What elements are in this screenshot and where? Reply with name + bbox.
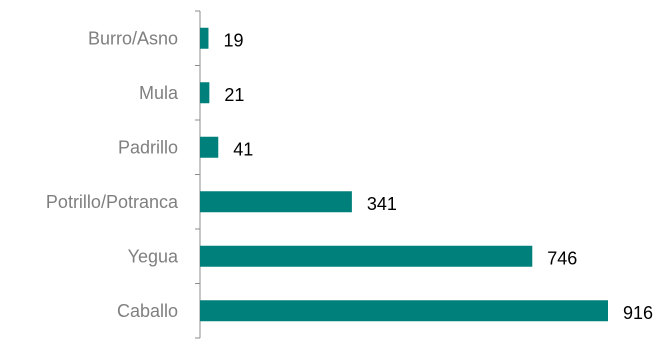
data-label: 21 <box>224 85 244 105</box>
category-label: Potrillo/Potranca <box>46 192 179 212</box>
bars-group <box>200 27 608 322</box>
bar-mula <box>200 82 210 104</box>
category-label: Burro/Asno <box>88 28 178 48</box>
category-label: Yegua <box>128 246 179 266</box>
data-label: 916 <box>623 303 653 323</box>
category-axis <box>195 10 201 339</box>
bar-padrillo <box>200 136 219 158</box>
data-label: 19 <box>223 30 243 50</box>
bar-burro-asno <box>200 27 209 49</box>
bar-potrillo-potranca <box>200 191 352 213</box>
category-label: Caballo <box>117 301 178 321</box>
category-label: Mula <box>139 83 179 103</box>
category-labels: Burro/Asno Mula Padrillo Potrillo/Potranca Y… <box>46 28 179 321</box>
data-label: 341 <box>367 194 397 214</box>
data-label: 746 <box>547 248 577 268</box>
bar-caballo <box>200 300 608 322</box>
value-labels: 19 21 41 341 746 916 <box>223 30 653 323</box>
category-label: Padrillo <box>118 137 178 157</box>
bar-yegua <box>200 245 533 267</box>
data-label: 41 <box>233 139 253 159</box>
